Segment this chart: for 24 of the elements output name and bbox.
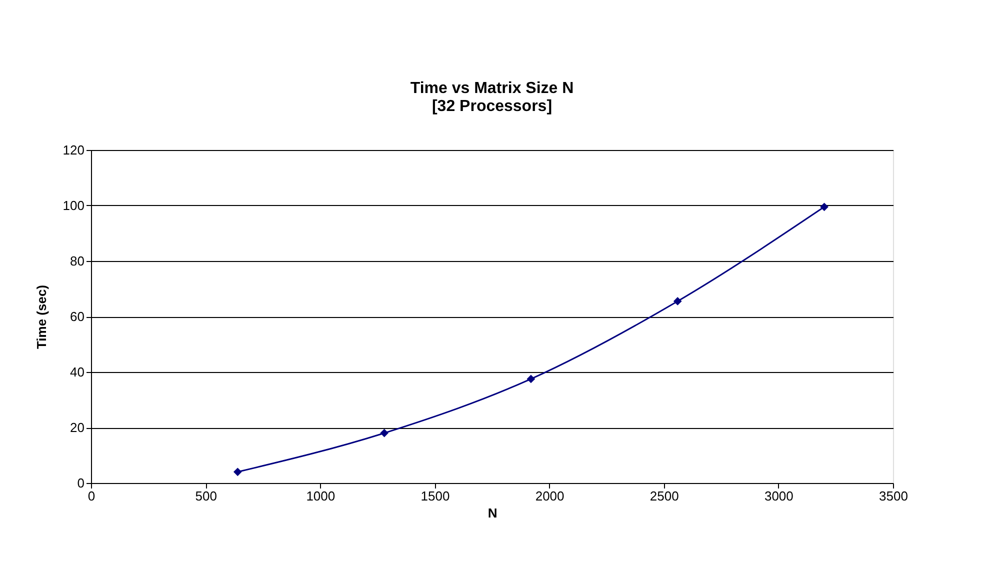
x-tick-label: 0 <box>88 488 96 504</box>
x-tick-label: 500 <box>195 488 217 504</box>
x-tick-label: 1000 <box>306 488 336 504</box>
y-tick-label: 20 <box>70 420 84 435</box>
y-tick-label: 80 <box>70 254 84 268</box>
x-tick-label: 1500 <box>420 488 450 504</box>
x-tick-label: 2000 <box>535 488 564 504</box>
point <box>380 428 388 438</box>
text: Time vs Matrix Size N <box>410 80 574 97</box>
y-tick-label: 60 <box>70 309 84 324</box>
point <box>233 468 242 476</box>
point <box>526 374 536 384</box>
y-tick-label: 100 <box>62 198 84 213</box>
x-axis-title: N <box>488 506 498 520</box>
y-tick-label: 120 <box>62 142 84 158</box>
y-axis-title: Time (sec) <box>34 284 49 350</box>
text: [32 Processors] <box>432 98 552 115</box>
y-tick-label: 40 <box>70 364 84 380</box>
x-tick-label: 2500 <box>650 488 679 504</box>
point <box>820 202 828 212</box>
point <box>673 297 682 306</box>
x-tick-label: 3000 <box>764 488 794 504</box>
y-tick-label: 0 <box>77 476 84 490</box>
x-tick-label: 3500 <box>879 488 908 504</box>
